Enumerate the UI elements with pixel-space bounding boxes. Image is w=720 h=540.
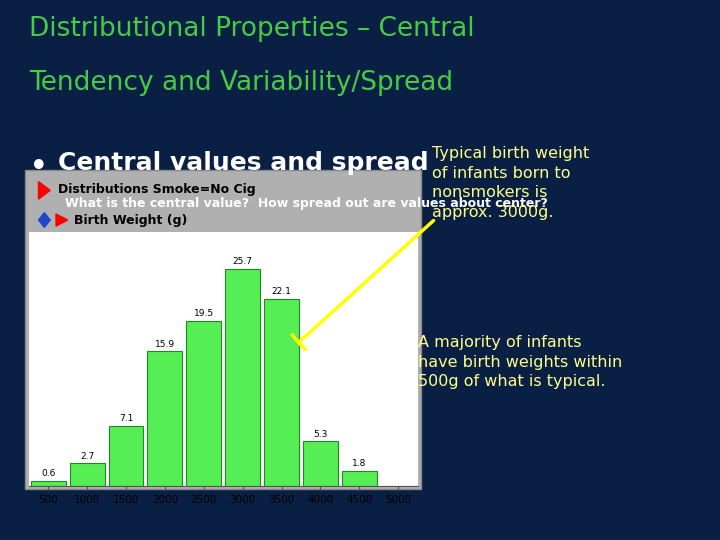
Text: What is the central value?  How spread out are values about center?: What is the central value? How spread ou… (65, 197, 548, 210)
Text: Distributional Properties – Central: Distributional Properties – Central (29, 16, 474, 42)
Bar (109, 426, 143, 486)
Text: 1.8: 1.8 (352, 459, 366, 468)
Text: Tendency and Variability/Spread: Tendency and Variability/Spread (29, 70, 453, 96)
Text: 15.9: 15.9 (155, 340, 175, 349)
Text: A majority of infants
have birth weights within
500g of what is typical.: A majority of infants have birth weights… (418, 335, 622, 389)
Text: 2.7: 2.7 (80, 451, 94, 461)
Text: 22.1: 22.1 (271, 287, 292, 296)
Bar (225, 268, 260, 486)
Text: 5.3: 5.3 (313, 430, 328, 438)
Bar (70, 463, 104, 486)
Bar (148, 352, 182, 486)
Text: 25.7: 25.7 (233, 257, 253, 266)
Text: Typical birth weight
of infants born to
nonsmokers is
approx. 3000g.: Typical birth weight of infants born to … (432, 146, 589, 220)
Text: 19.5: 19.5 (194, 309, 214, 319)
Text: Birth Weight (g): Birth Weight (g) (73, 213, 187, 227)
Text: Central values and spread: Central values and spread (58, 151, 428, 175)
Polygon shape (39, 213, 50, 227)
Polygon shape (39, 181, 50, 199)
Bar (342, 471, 377, 486)
Bar (186, 321, 221, 486)
Bar (264, 299, 299, 486)
Text: 0.6: 0.6 (41, 469, 55, 478)
Text: Distributions Smoke=No Cig: Distributions Smoke=No Cig (58, 183, 256, 196)
Text: 7.1: 7.1 (119, 414, 133, 423)
Bar (31, 481, 66, 486)
Text: •: • (29, 151, 48, 184)
Polygon shape (56, 214, 68, 226)
Bar (303, 441, 338, 486)
